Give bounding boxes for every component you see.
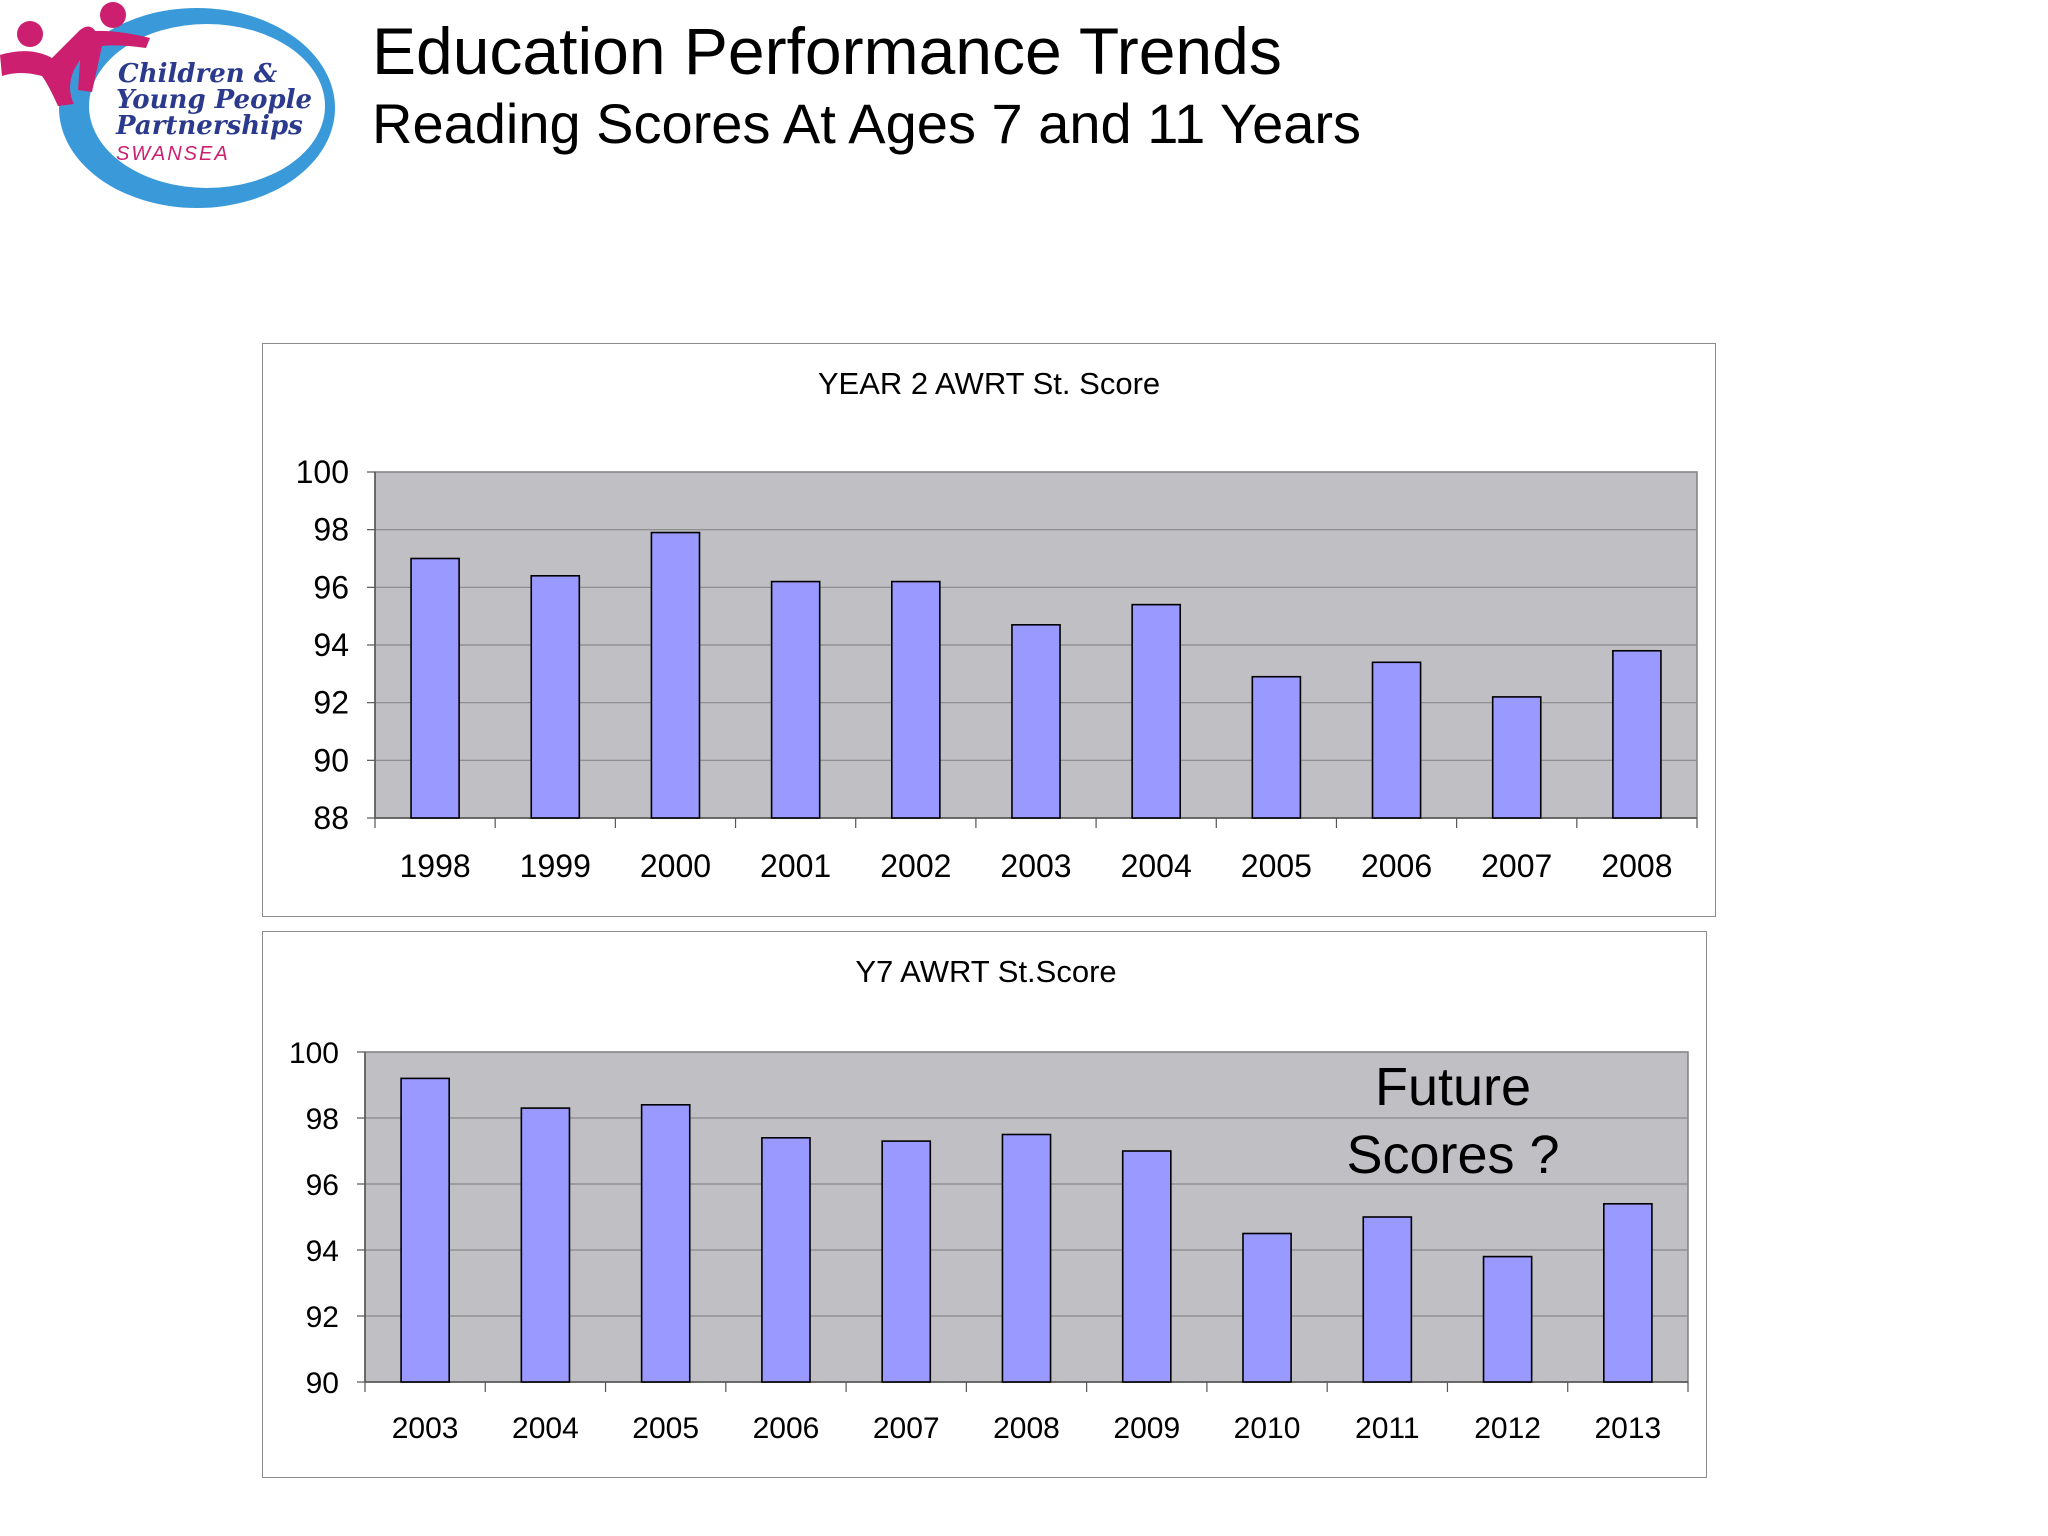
y-tick-label: 96 xyxy=(313,569,349,605)
bar-2008 xyxy=(1612,649,1662,819)
x-tick-label: 1999 xyxy=(520,848,591,884)
x-tick-label: 2004 xyxy=(1121,848,1192,884)
x-tick-label: 2006 xyxy=(753,1412,820,1445)
x-tick-label: 2013 xyxy=(1594,1412,1661,1445)
bar-2006 xyxy=(761,1137,811,1383)
bar-2007 xyxy=(1491,696,1542,819)
bar-2007 xyxy=(881,1140,932,1383)
chart-annotation-line: Future xyxy=(1375,1057,1531,1117)
bar-2010 xyxy=(1242,1232,1292,1383)
logo-line-2: Young People xyxy=(116,85,312,115)
x-tick-label: 2005 xyxy=(632,1412,699,1445)
bar-2004 xyxy=(1131,603,1182,819)
page-title: Education Performance Trends xyxy=(372,14,1282,88)
x-tick-label: 2002 xyxy=(880,848,951,884)
x-tick-label: 2003 xyxy=(1000,848,1071,884)
chart-year7-svg: Y7 AWRT St.Score 90 92 94 96 98 100 2003 2004 200… xyxy=(289,954,1689,1445)
logo-line-4: SWANSEA xyxy=(116,143,230,165)
x-tick-label: 1998 xyxy=(399,848,470,884)
x-tick-label: 2011 xyxy=(1355,1412,1420,1445)
chart-annotation-line: Scores ? xyxy=(1346,1125,1559,1185)
chart-year2: YEAR 2 AWRT St. Score 88 90 92 94 96 98 100 1998… xyxy=(262,343,1716,917)
y-tick-label: 90 xyxy=(313,742,349,778)
y-tick-label: 94 xyxy=(313,627,349,663)
y-tick-label: 90 xyxy=(306,1367,339,1400)
bar-2005 xyxy=(1251,675,1302,819)
bar-2013 xyxy=(1603,1202,1653,1383)
bar-1998 xyxy=(410,557,460,819)
bar-2006 xyxy=(1371,661,1422,819)
x-tick-label: 2012 xyxy=(1474,1412,1541,1445)
bar-2002 xyxy=(890,580,941,819)
chart-year2-svg: YEAR 2 AWRT St. Score 88 90 92 94 96 98 100 1998… xyxy=(296,366,1698,884)
bar-2001 xyxy=(770,580,821,819)
y-tick-label: 88 xyxy=(313,800,349,836)
y-tick-label: 94 xyxy=(306,1235,339,1268)
logo-figure-icon xyxy=(0,2,150,107)
logo-line-1: Children & xyxy=(118,59,278,89)
y-tick-label: 92 xyxy=(313,685,349,721)
x-tick-label: 2010 xyxy=(1234,1412,1301,1445)
page-subtitle: Reading Scores At Ages 7 and 11 Years xyxy=(372,92,1362,155)
logo-line-3: Partnerships xyxy=(115,111,303,141)
x-tick-label: 2009 xyxy=(1113,1412,1180,1445)
y-tick-label: 100 xyxy=(289,1037,339,1070)
bar-2012 xyxy=(1482,1255,1533,1383)
x-tick-label: 2001 xyxy=(760,848,831,884)
x-tick-label: 2008 xyxy=(1601,848,1672,884)
x-tick-label: 2006 xyxy=(1361,848,1432,884)
y-tick-label: 98 xyxy=(306,1103,339,1136)
bar-2003 xyxy=(400,1077,450,1383)
chart-title: YEAR 2 AWRT St. Score xyxy=(818,366,1160,401)
chart-title: Y7 AWRT St.Score xyxy=(855,954,1116,989)
x-tick-label: 2004 xyxy=(512,1412,579,1445)
y-tick-label: 92 xyxy=(306,1301,339,1334)
y-tick-label: 100 xyxy=(296,454,349,490)
x-tick-label: 2003 xyxy=(392,1412,459,1445)
y-tick-label: 96 xyxy=(306,1169,339,1202)
bar-2005 xyxy=(640,1104,691,1383)
bar-2008 xyxy=(1001,1133,1052,1383)
bar-2011 xyxy=(1362,1216,1413,1383)
chart-year7: Y7 AWRT St.Score 90 92 94 96 98 100 2003 2004 200… xyxy=(262,931,1707,1478)
x-tick-label: 2007 xyxy=(1481,848,1552,884)
logo: Children & Young People Partnerships SWA… xyxy=(0,0,360,215)
x-tick-label: 2007 xyxy=(873,1412,940,1445)
x-tick-label: 2008 xyxy=(993,1412,1060,1445)
x-tick-label: 2000 xyxy=(640,848,711,884)
x-tick-label: 2005 xyxy=(1241,848,1312,884)
bar-1999 xyxy=(530,575,581,819)
bar-2003 xyxy=(1011,624,1061,819)
bar-2000 xyxy=(650,531,701,819)
bar-2004 xyxy=(520,1107,571,1383)
y-tick-label: 98 xyxy=(313,512,349,548)
bar-2009 xyxy=(1121,1150,1172,1383)
